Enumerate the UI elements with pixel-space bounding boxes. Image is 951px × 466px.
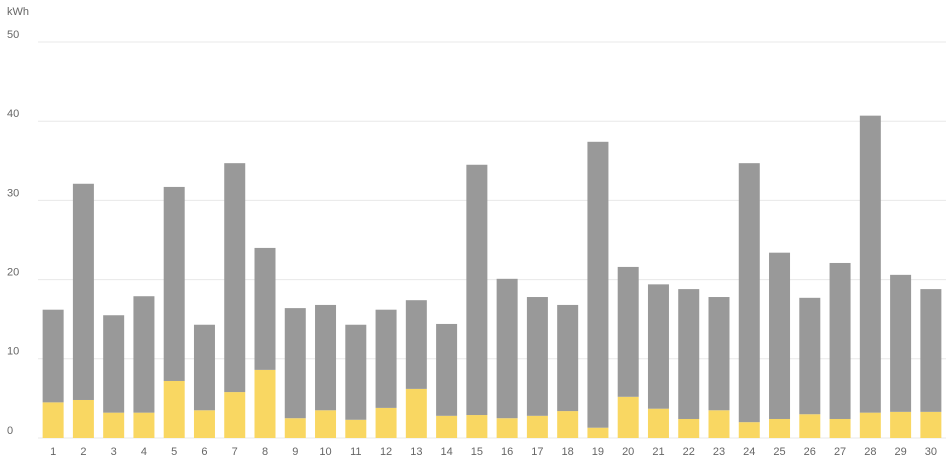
- bar-segment: [890, 411, 912, 438]
- x-tick-label: 17: [531, 446, 543, 458]
- bar-segment: [859, 115, 881, 413]
- bar-segment: [72, 183, 94, 400]
- bar-segment: [436, 323, 458, 416]
- y-axis-label: kWh: [7, 6, 29, 18]
- bar-segment: [405, 388, 427, 438]
- bar-segment: [284, 418, 306, 438]
- bar-segment: [647, 284, 669, 409]
- x-tick-label: 26: [804, 446, 816, 458]
- x-tick-label: 23: [713, 446, 725, 458]
- bar-segment: [920, 289, 942, 412]
- x-tick-label: 16: [501, 446, 513, 458]
- bar-segment: [678, 418, 700, 438]
- x-tick-label: 12: [380, 446, 392, 458]
- x-tick-label: 24: [743, 446, 755, 458]
- bar-segment: [738, 422, 760, 438]
- bar-segment: [163, 186, 185, 381]
- bar-segment: [193, 324, 215, 411]
- bar-segment: [617, 396, 639, 438]
- x-tick-label: 8: [262, 446, 268, 458]
- bar-segment: [375, 309, 397, 408]
- x-tick-label: 6: [201, 446, 207, 458]
- bar-segment: [769, 418, 791, 438]
- bar-segment: [345, 419, 367, 438]
- bar-segment: [466, 164, 488, 416]
- y-tick-label: 40: [7, 108, 19, 120]
- x-tick-label: 27: [834, 446, 846, 458]
- x-tick-label: 4: [141, 446, 147, 458]
- y-tick-label: 20: [7, 267, 19, 279]
- x-tick-label: 13: [410, 446, 422, 458]
- x-tick-label: 5: [171, 446, 177, 458]
- bar-segment: [224, 163, 246, 393]
- bar-segment: [72, 399, 94, 438]
- bar-segment: [708, 410, 730, 438]
- x-tick-label: 11: [350, 446, 361, 458]
- bar-segment: [315, 304, 337, 411]
- bar-segment: [829, 418, 851, 438]
- bar-segment: [769, 252, 791, 419]
- bar-segment: [42, 402, 64, 438]
- bar-segment: [133, 296, 155, 413]
- x-tick-label: 10: [319, 446, 331, 458]
- bar-segment: [103, 412, 125, 438]
- x-tick-label: 28: [864, 446, 876, 458]
- bar-segment: [284, 308, 306, 419]
- x-tick-label: 19: [592, 446, 604, 458]
- x-tick-label: 21: [652, 446, 664, 458]
- bar-segment: [557, 304, 579, 412]
- bar-segment: [587, 427, 609, 438]
- bar-segment: [526, 297, 548, 416]
- bar-segment: [526, 415, 548, 438]
- bar-segment: [193, 410, 215, 438]
- bar-segment: [405, 300, 427, 389]
- bar-segment: [436, 415, 458, 438]
- y-tick-label: 30: [7, 187, 19, 199]
- bar-segment: [224, 392, 246, 438]
- bar-segment: [375, 407, 397, 438]
- x-tick-label: 15: [471, 446, 483, 458]
- bar-segment: [103, 315, 125, 413]
- bar-segment: [466, 415, 488, 438]
- bar-segment: [315, 410, 337, 438]
- x-tick-label: 2: [80, 446, 86, 458]
- bar-segment: [254, 247, 276, 370]
- x-tick-label: 20: [622, 446, 634, 458]
- bar-segment: [617, 266, 639, 397]
- y-tick-label: 50: [7, 29, 19, 41]
- bar-segment: [587, 141, 609, 428]
- x-tick-label: 3: [111, 446, 117, 458]
- bar-segment: [496, 278, 518, 419]
- bar-segment: [133, 412, 155, 438]
- x-tick-label: 14: [440, 446, 452, 458]
- bar-segment: [496, 418, 518, 438]
- bar-segment: [647, 408, 669, 438]
- x-tick-label: 1: [50, 446, 56, 458]
- x-tick-label: 22: [683, 446, 695, 458]
- bar-segment: [163, 380, 185, 438]
- x-tick-label: 29: [894, 446, 906, 458]
- y-tick-label: 10: [7, 346, 19, 358]
- bar-segment: [859, 412, 881, 438]
- bar-segment: [799, 414, 821, 438]
- bar-segment: [799, 297, 821, 415]
- bar-segment: [890, 274, 912, 412]
- x-tick-label: 18: [562, 446, 574, 458]
- bar-segment: [829, 262, 851, 419]
- bar-segment: [42, 309, 64, 403]
- x-tick-label: 7: [232, 446, 238, 458]
- x-tick-label: 30: [925, 446, 937, 458]
- y-tick-label: 0: [7, 425, 13, 437]
- x-tick-label: 25: [773, 446, 785, 458]
- bar-segment: [920, 411, 942, 438]
- x-tick-label: 9: [292, 446, 298, 458]
- bar-segment: [678, 289, 700, 419]
- bar-segment: [557, 411, 579, 438]
- bar-segment: [738, 163, 760, 423]
- bar-segment: [345, 324, 367, 420]
- bar-segment: [254, 369, 276, 438]
- bar-segment: [708, 297, 730, 411]
